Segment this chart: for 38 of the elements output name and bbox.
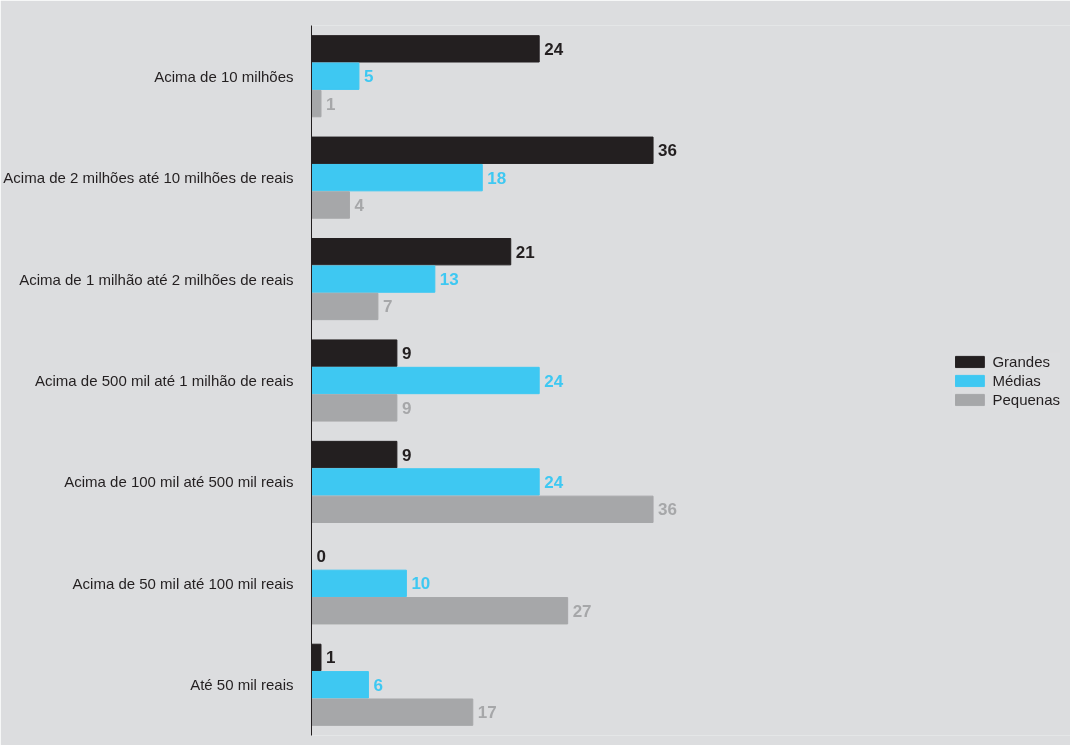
data-label: 24 — [544, 371, 564, 391]
data-label: 21 — [515, 242, 535, 262]
legend-label: Médias — [992, 371, 1041, 389]
y-tick-label: Acima de 100 mil até 500 mil reais — [64, 473, 294, 491]
y-tick-label: Acima de 10 milhões — [154, 67, 294, 85]
data-label: 24 — [544, 39, 564, 59]
bar — [311, 597, 569, 625]
bar — [311, 495, 654, 523]
legend-label: Grandes — [992, 352, 1050, 370]
bar — [311, 62, 360, 90]
data-label: 6 — [373, 675, 383, 695]
legend-label: Pequenas — [992, 390, 1060, 408]
bar — [311, 468, 540, 496]
y-tick-label: Acima de 50 mil até 100 mil reais — [72, 574, 294, 592]
bar — [311, 671, 369, 699]
data-label: 5 — [363, 67, 374, 87]
bar — [311, 89, 322, 118]
y-tick-label: Até 50 mil reais — [190, 676, 294, 694]
bar — [311, 163, 483, 192]
bar — [311, 265, 436, 293]
bar — [311, 366, 540, 395]
bar — [311, 394, 398, 422]
bar — [311, 292, 379, 321]
data-label: 24 — [544, 472, 564, 492]
data-label: 0 — [316, 546, 326, 566]
data-label: 10 — [411, 574, 431, 594]
data-label: 1 — [325, 648, 336, 668]
bar — [311, 698, 474, 726]
data-label: 13 — [439, 270, 459, 290]
data-label: 18 — [487, 168, 507, 188]
y-tick-label: Acima de 500 mil até 1 milhão de reais — [35, 372, 294, 389]
y-tick-label: Acima de 1 milhão até 2 milhões de reais — [19, 270, 294, 288]
bar — [311, 191, 350, 219]
data-label: 9 — [401, 445, 412, 465]
data-label: 9 — [401, 344, 412, 364]
y-tick-label: Acima de 2 milhões até 10 milhões de reais — [3, 169, 294, 187]
bar — [311, 569, 407, 598]
data-label: 36 — [658, 141, 677, 161]
